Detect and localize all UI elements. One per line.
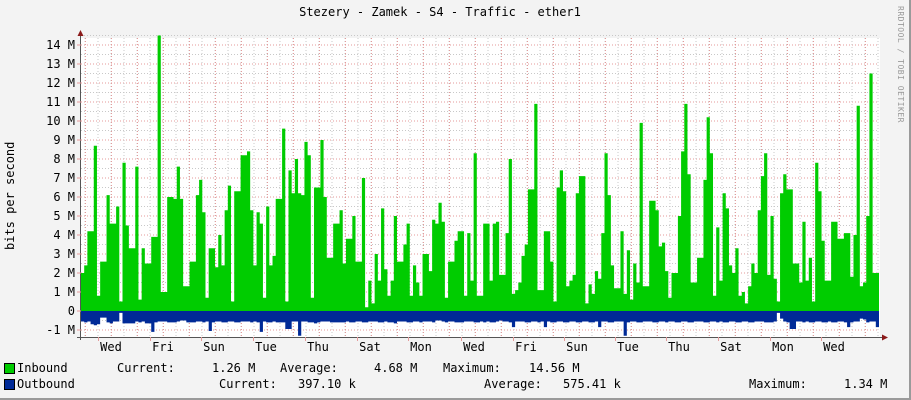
chart-title: Stezery - Zamek - S4 - Traffic - ether1 [299,5,581,19]
svg-text:Thu: Thu [307,340,329,354]
svg-text:Wed: Wed [100,340,122,354]
svg-text:0: 0 [68,304,75,318]
axes [77,30,888,341]
rrdtool-watermark: RRDTOOL / TOBI OETIKER [896,6,905,123]
svg-text:Wed: Wed [463,340,485,354]
svg-text:3 M: 3 M [53,247,75,261]
legend-inbound-maximum-label: Maximum: [443,361,501,375]
svg-text:6 M: 6 M [53,190,75,204]
svg-text:14 M: 14 M [46,38,75,52]
svg-text:Mon: Mon [410,340,432,354]
inbound-swatch [4,363,15,374]
legend-outbound-current-label: Current: [219,377,277,391]
svg-text:1 M: 1 M [53,285,75,299]
legend-outbound-maximum: 1.34 M [844,377,888,391]
svg-text:Wed: Wed [823,340,845,354]
svg-text:Sat: Sat [359,340,381,354]
svg-text:7 M: 7 M [53,171,75,185]
svg-text:Sat: Sat [720,340,742,354]
svg-text:5 M: 5 M [53,209,75,223]
outbound-swatch [4,379,15,390]
svg-text:Tue: Tue [255,340,277,354]
svg-text:Mon: Mon [772,340,794,354]
svg-text:9 M: 9 M [53,133,75,147]
svg-text:Fri: Fri [152,340,174,354]
legend-outbound-maximum-label: Maximum: [749,377,807,391]
svg-text:Tue: Tue [617,340,639,354]
data-series [81,35,879,336]
svg-text:12 M: 12 M [46,76,75,90]
svg-text:11 M: 11 M [46,95,75,109]
legend-inbound-maximum: 14.56 M [529,361,580,375]
svg-text:8 M: 8 M [53,152,75,166]
svg-text:Thu: Thu [668,340,690,354]
legend-inbound-current-label: Current: [117,361,175,375]
legend-outbound-label: Outbound [17,377,75,391]
svg-text:Sun: Sun [566,340,588,354]
svg-text:4 M: 4 M [53,228,75,242]
svg-text:13 M: 13 M [46,57,75,71]
legend-outbound-current: 397.10 k [298,377,356,391]
legend-outbound-average: 575.41 k [563,377,621,391]
svg-text:Fri: Fri [515,340,537,354]
y-tick-labels: 14 M 13 M 12 M 11 M 10 M 9 M 8 M 7 M 6 M 5 M 4 M 3 … [46,38,75,337]
x-tick-labels: Wed Fri Sun Tue Thu Sat Mon Wed Fri Sun Tue Thu Sat M… [100,340,845,354]
legend-inbound-average: 4.68 M [374,361,418,375]
legend-inbound-label: Inbound [17,361,68,375]
legend-outbound-average-label: Average: [484,377,542,391]
svg-text:-1 M: -1 M [46,323,75,337]
svg-text:10 M: 10 M [46,114,75,128]
svg-text:Sun: Sun [203,340,225,354]
legend-inbound-average-label: Average: [280,361,338,375]
svg-text:2 M: 2 M [53,266,75,280]
legend-inbound-current: 1.26 M [212,361,256,375]
